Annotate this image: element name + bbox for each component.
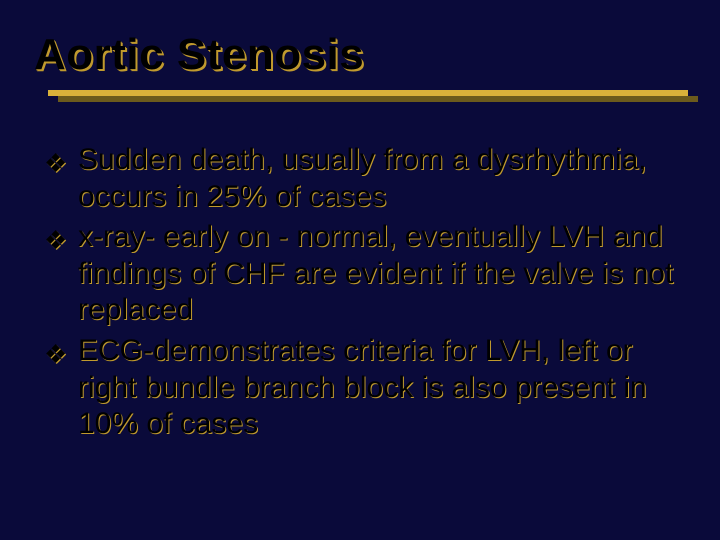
underline-bottom-bar	[58, 96, 698, 102]
bullet-item: ❖ ECG-demonstrates criteria for LVH, lef…	[34, 333, 686, 443]
bullet-list: ❖ Sudden death, usually from a dysrhythm…	[34, 142, 686, 443]
bullet-text: x-ray- early on - normal, eventually LVH…	[78, 220, 673, 326]
bullet-text: Sudden death, usually from a dysrhythmia…	[78, 143, 647, 213]
title-underline	[38, 90, 686, 108]
slide-title: Aortic Stenosis	[34, 30, 686, 80]
bullet-marker-icon: ❖	[44, 148, 67, 180]
bullet-item: ❖ x-ray- early on - normal, eventually L…	[34, 219, 686, 329]
bullet-text: ECG-demonstrates criteria for LVH, left …	[78, 334, 647, 440]
slide: Aortic Stenosis ❖ Sudden death, usually …	[0, 0, 720, 540]
bullet-marker-icon: ❖	[44, 225, 67, 257]
bullet-item: ❖ Sudden death, usually from a dysrhythm…	[34, 142, 686, 215]
bullet-marker-icon: ❖	[44, 339, 67, 371]
